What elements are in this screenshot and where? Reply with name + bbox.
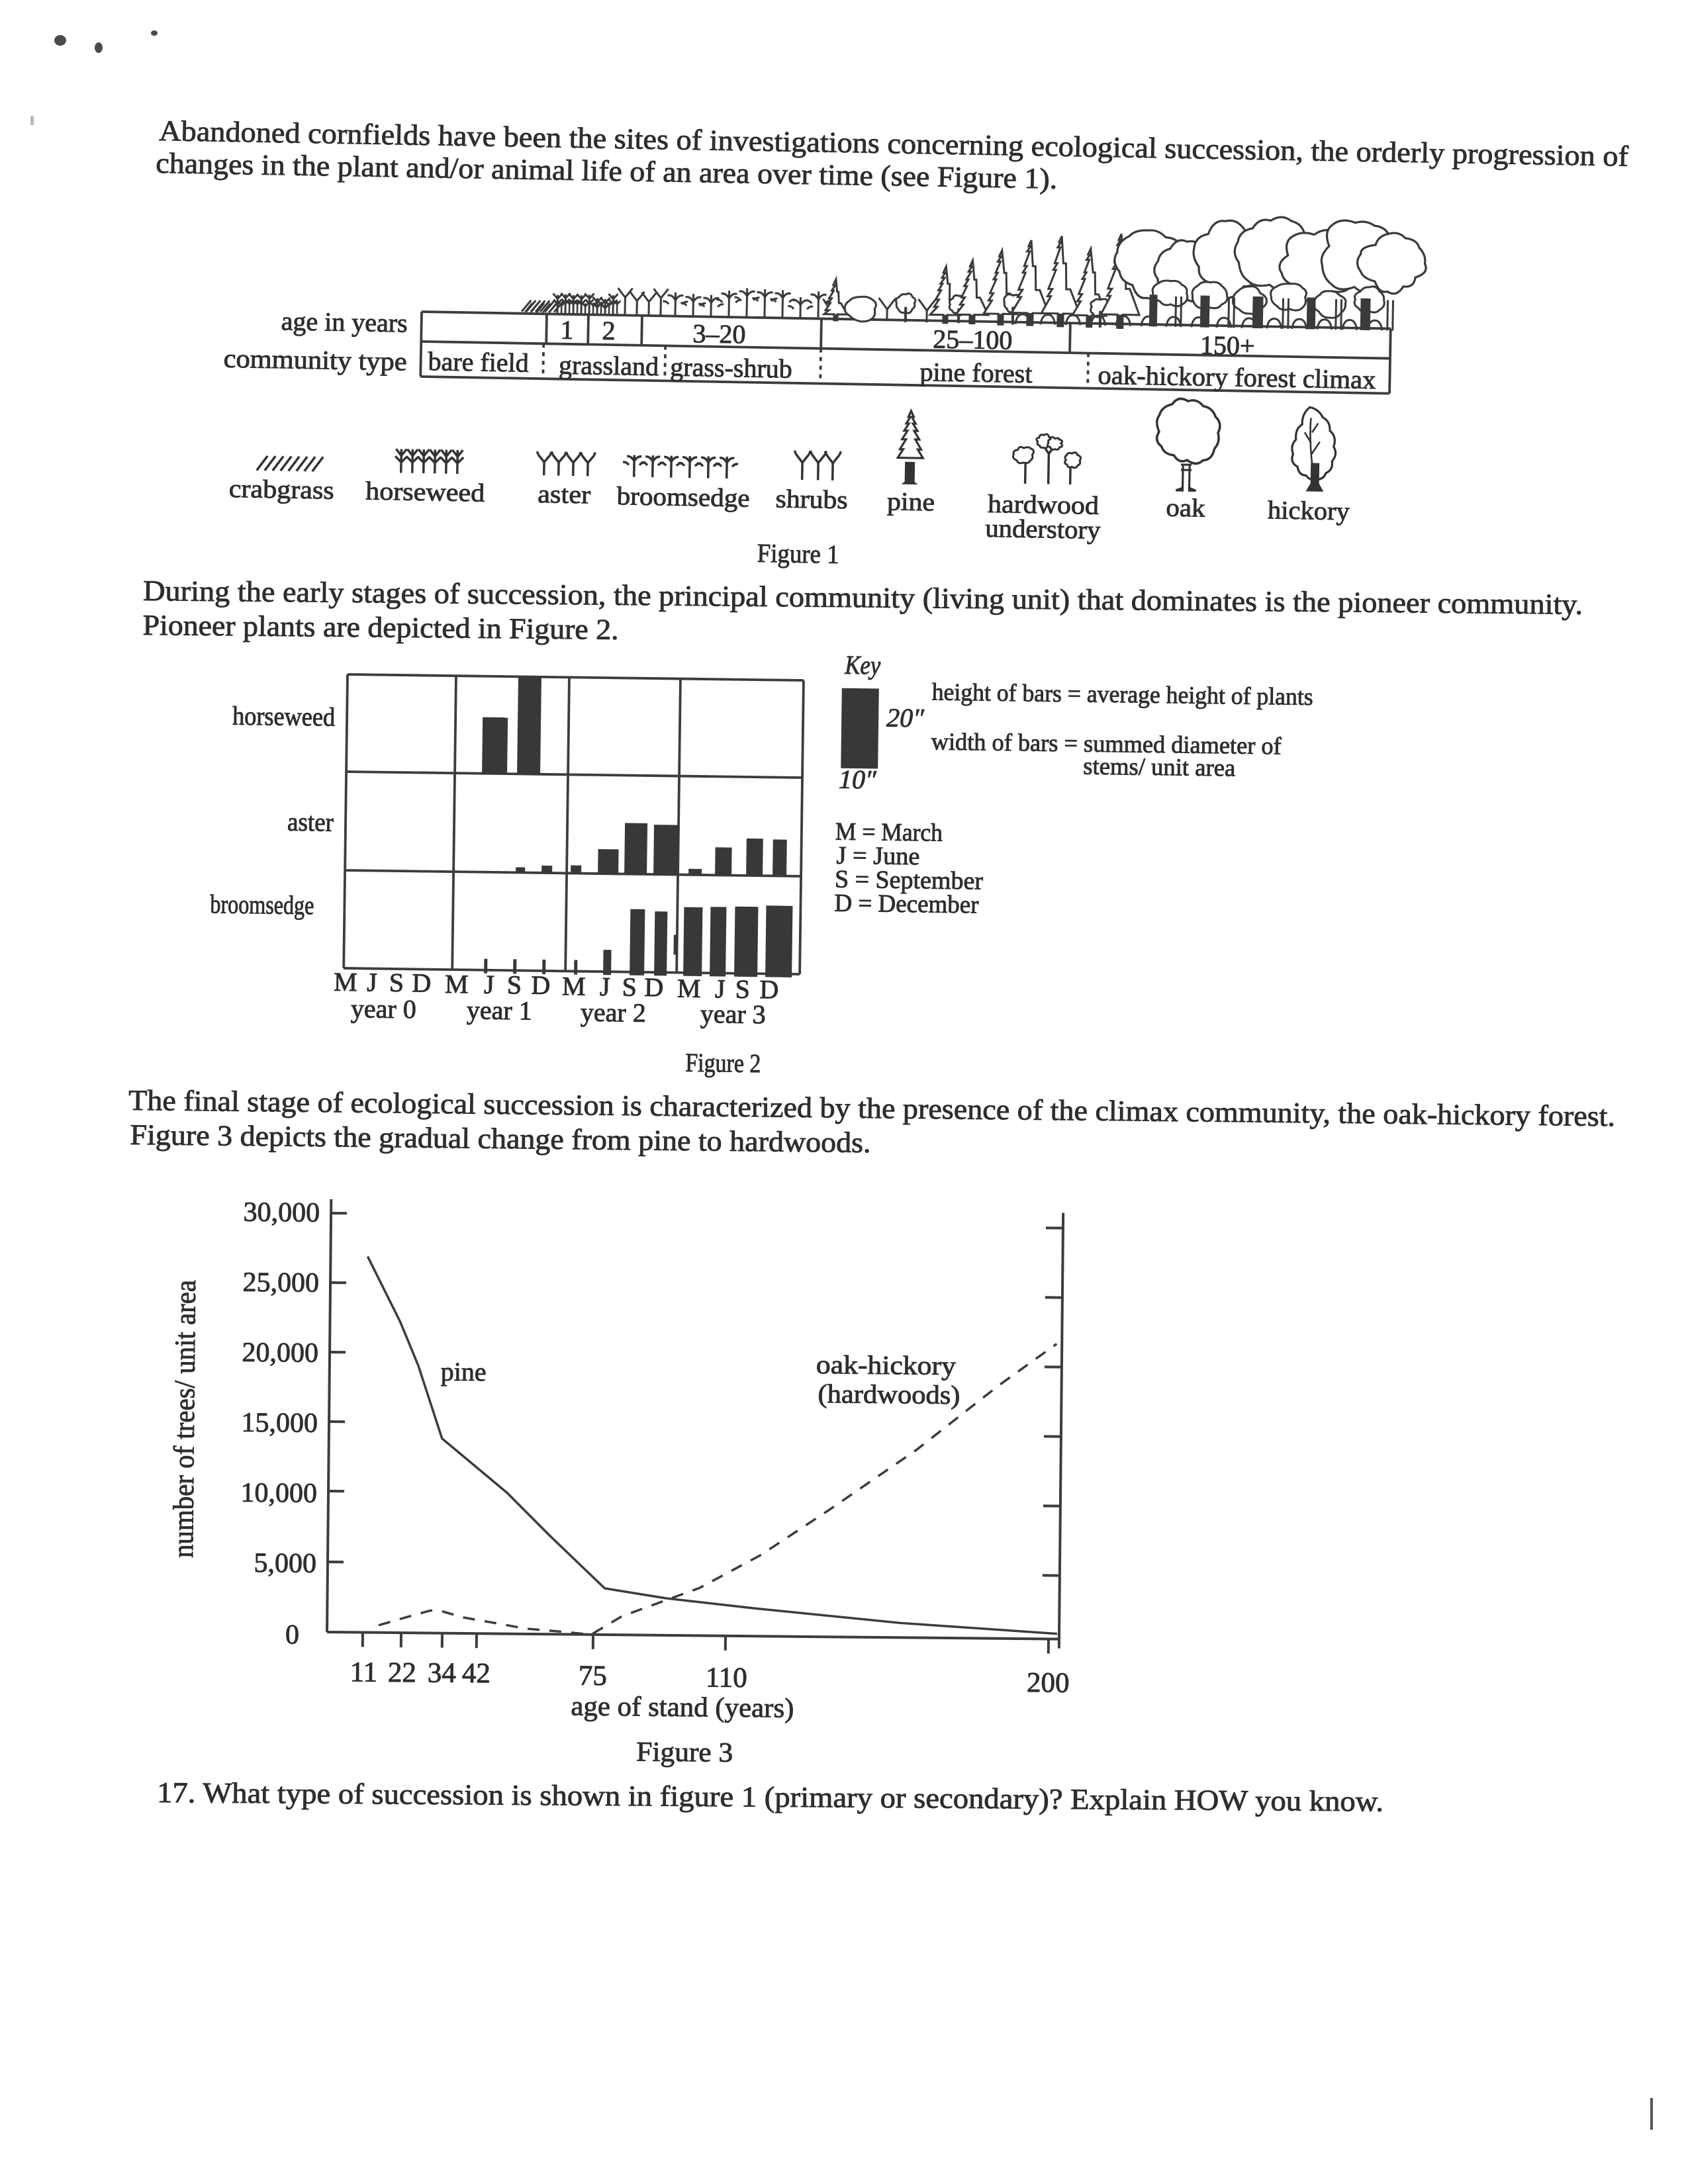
svg-text:M = March: M = March: [835, 818, 943, 847]
svg-text:understory: understory: [985, 514, 1101, 545]
svg-text:5,000: 5,000: [254, 1548, 316, 1579]
svg-text:year 2: year 2: [581, 997, 646, 1028]
svg-text:oak-hickory forest climax: oak-hickory forest climax: [1098, 360, 1376, 394]
svg-text:200: 200: [1027, 1667, 1070, 1699]
svg-text:oak-hickory: oak-hickory: [816, 1349, 956, 1381]
svg-text:75: 75: [579, 1661, 607, 1692]
svg-text:grass-shrub: grass-shrub: [670, 352, 792, 384]
svg-text:aster: aster: [287, 807, 334, 837]
svg-text:15,000: 15,000: [241, 1408, 318, 1439]
svg-text:D: D: [412, 968, 431, 997]
svg-text:0: 0: [285, 1619, 299, 1650]
svg-text:30,000: 30,000: [243, 1197, 320, 1228]
svg-text:S: S: [506, 970, 522, 999]
svg-text:3–20: 3–20: [692, 318, 746, 349]
svg-text:D: D: [644, 972, 663, 1002]
svg-text:150+: 150+: [1200, 330, 1255, 361]
svg-text:D: D: [759, 974, 778, 1004]
svg-text:20,000: 20,000: [242, 1338, 318, 1369]
svg-text:broomsedge: broomsedge: [210, 889, 314, 920]
svg-text:pine: pine: [441, 1357, 487, 1387]
svg-text:D = December: D = December: [834, 889, 979, 919]
svg-text:J = June: J = June: [836, 842, 920, 871]
svg-text:grassland: grassland: [559, 350, 659, 382]
svg-text:Figure 2: Figure 2: [685, 1048, 761, 1078]
svg-text:Pioneer plants are depicted in: Pioneer plants are depicted in Figure 2.: [142, 609, 618, 646]
svg-text:shrubs: shrubs: [775, 484, 848, 514]
svg-text:year 0: year 0: [351, 993, 416, 1024]
svg-text:10″: 10″: [839, 764, 878, 795]
svg-text:2: 2: [602, 316, 616, 345]
svg-text:height of bars = average heigh: height of bars = average height of plant…: [931, 679, 1313, 711]
svg-text:width of bars = summed diamete: width of bars = summed diameter of: [931, 729, 1282, 760]
svg-text:34: 34: [428, 1657, 456, 1688]
svg-text:pine forest: pine forest: [919, 357, 1033, 388]
svg-text:M: M: [562, 971, 586, 1001]
svg-text:S: S: [389, 968, 404, 997]
svg-text:J: J: [600, 972, 610, 1001]
svg-text:Figure 3 depicts the gradual c: Figure 3 depicts the gradual change from…: [130, 1118, 870, 1159]
svg-text:community type: community type: [223, 343, 407, 377]
svg-text:D: D: [531, 970, 550, 1000]
svg-text:25–100: 25–100: [933, 324, 1013, 355]
svg-text:year 3: year 3: [700, 999, 766, 1029]
svg-text:11: 11: [350, 1657, 377, 1688]
svg-text:1: 1: [560, 315, 574, 345]
svg-text:S = September: S = September: [835, 866, 984, 895]
svg-text:stems/ unit area: stems/ unit area: [1083, 753, 1236, 782]
svg-text:Key: Key: [844, 650, 881, 680]
svg-text:J: J: [367, 967, 377, 997]
svg-text:hardwood: hardwood: [988, 490, 1100, 520]
svg-text:hickory: hickory: [1268, 496, 1350, 525]
svg-text:M: M: [334, 967, 357, 997]
svg-text:S: S: [622, 972, 637, 1001]
svg-text:(hardwoods): (hardwoods): [818, 1379, 960, 1410]
svg-text:J: J: [715, 974, 726, 1003]
svg-text:Figure 1: Figure 1: [757, 538, 839, 569]
svg-text:pine: pine: [887, 487, 935, 516]
svg-text:110: 110: [706, 1662, 747, 1694]
svg-text:year 1: year 1: [467, 995, 532, 1025]
svg-text:25,000: 25,000: [242, 1267, 319, 1298]
svg-text:22: 22: [388, 1657, 416, 1688]
svg-text:number of trees/ unit area: number of trees/ unit area: [167, 1280, 202, 1558]
svg-text:42: 42: [462, 1658, 491, 1689]
svg-text:M: M: [445, 969, 469, 999]
svg-text:10,000: 10,000: [240, 1478, 317, 1509]
svg-text:bare field: bare field: [428, 346, 529, 378]
svg-text:20″: 20″: [886, 703, 925, 733]
svg-text:crabgrass: crabgrass: [228, 475, 334, 505]
svg-text:17. What type of succession i: 17. What type of succession is shown in …: [157, 1776, 1383, 1818]
svg-text:M: M: [677, 974, 701, 1003]
svg-text:horseweed: horseweed: [365, 477, 485, 508]
svg-text:oak: oak: [1166, 494, 1205, 523]
svg-text:horseweed: horseweed: [232, 701, 336, 732]
svg-text:J: J: [484, 970, 494, 999]
svg-text:S: S: [735, 974, 750, 1004]
svg-text:age in years: age in years: [281, 306, 408, 338]
svg-text:Figure 3: Figure 3: [636, 1737, 733, 1768]
svg-text:broomsedge: broomsedge: [616, 482, 750, 513]
svg-text:age of stand (years): age of stand (years): [571, 1692, 794, 1724]
svg-text:aster: aster: [538, 480, 591, 509]
